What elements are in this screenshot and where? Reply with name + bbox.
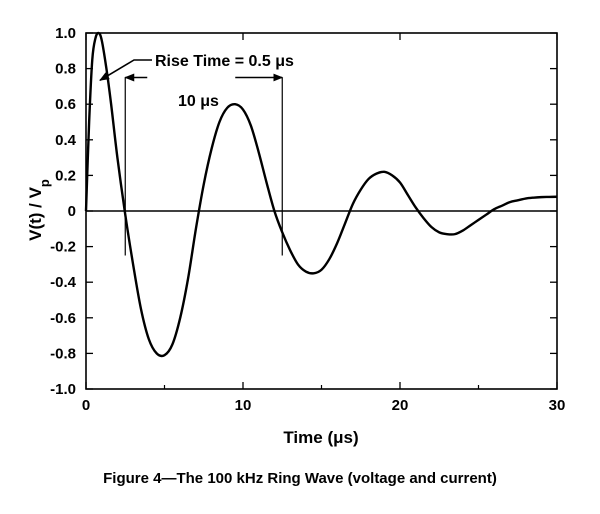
- y-axis-label: V(t) / Vp: [26, 179, 52, 241]
- x-tick-label: 0: [82, 397, 90, 414]
- x-tick-label: 30: [549, 397, 566, 414]
- ring-wave-line: [84, 31, 558, 358]
- ring-wave-chart: 1.0 0.8 0.6 0.4 0.2 0 -0.2 -0.4 -0.6 -0.8 -1.0 0 10 2…: [26, 25, 565, 447]
- y-tick-label: -0.4: [50, 274, 77, 291]
- rise-time-annotation: Rise Time = 0.5 μs: [155, 53, 294, 70]
- y-tick-label: -0.2: [50, 239, 76, 256]
- y-axis-label-main: V(t) / V: [26, 186, 45, 240]
- x-tick-label: 10: [235, 397, 252, 414]
- x-tick-label: 20: [392, 397, 409, 414]
- y-tick-label: 0.8: [55, 61, 76, 78]
- plot-area: 1.0 0.8 0.6 0.4 0.2 0 -0.2 -0.4 -0.6 -0.8 -1.0 0 10 2…: [50, 25, 565, 414]
- y-tick-label: 1.0: [55, 25, 76, 42]
- y-tick-label: -1.0: [50, 381, 76, 398]
- y-tick-label: 0: [68, 203, 76, 220]
- figure-caption: Figure 4—The 100 kHz Ring Wave (voltage …: [103, 470, 497, 487]
- period-annotation: 10 μs: [178, 93, 219, 110]
- y-axis-label-subscript: p: [37, 179, 52, 187]
- y-tick-label: 0.2: [55, 167, 76, 184]
- y-tick-label: 0.4: [55, 132, 77, 149]
- y-tick-label: -0.6: [50, 310, 76, 327]
- x-axis-label: Time (μs): [283, 428, 358, 447]
- y-tick-label: 0.6: [55, 96, 76, 113]
- y-tick-label: -0.8: [50, 345, 76, 362]
- rise-time-arrow: [99, 59, 152, 81]
